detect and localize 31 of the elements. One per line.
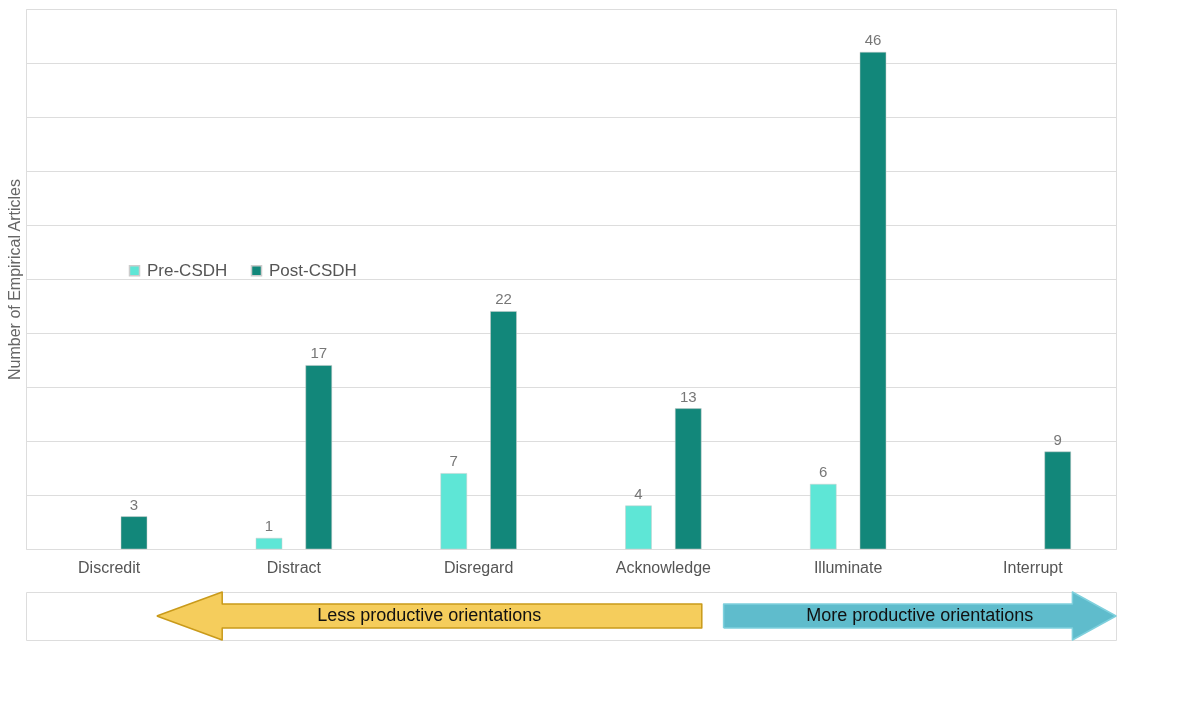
bar bbox=[859, 51, 887, 550]
y-axis-title: Number of Empirical Articles bbox=[5, 179, 23, 380]
bar bbox=[1044, 451, 1071, 550]
legend-label: Post-CSDH bbox=[269, 260, 357, 280]
x-tick-label: Distract bbox=[266, 558, 322, 576]
data-label: 13 bbox=[679, 387, 697, 405]
x-tick-label: Acknowledge bbox=[615, 558, 712, 576]
legend-label: Pre-CSDH bbox=[147, 260, 228, 280]
data-label: 6 bbox=[819, 463, 828, 481]
data-label: 46 bbox=[864, 31, 882, 49]
bar bbox=[810, 483, 837, 550]
bar bbox=[625, 505, 652, 550]
x-tick-label: Illuminate bbox=[813, 558, 883, 576]
bar bbox=[490, 311, 517, 550]
data-label: 7 bbox=[449, 452, 458, 470]
bar bbox=[440, 473, 468, 550]
x-tick-label: Disregard bbox=[443, 558, 514, 576]
data-label: 17 bbox=[310, 344, 328, 362]
data-label: 9 bbox=[1053, 430, 1062, 448]
x-tick-label: Discredit bbox=[78, 558, 141, 576]
text: More productive orientations bbox=[806, 605, 1034, 625]
bar bbox=[305, 365, 332, 550]
text: Less productive orientations bbox=[317, 605, 542, 625]
data-label: 3 bbox=[129, 495, 139, 513]
data-label: 1 bbox=[264, 517, 274, 535]
data-label: 22 bbox=[495, 290, 512, 308]
x-tick-label: Interrupt bbox=[1003, 558, 1064, 576]
data-label: 4 bbox=[634, 484, 643, 502]
bar bbox=[674, 408, 702, 550]
bar bbox=[120, 516, 148, 550]
bar bbox=[255, 537, 283, 550]
